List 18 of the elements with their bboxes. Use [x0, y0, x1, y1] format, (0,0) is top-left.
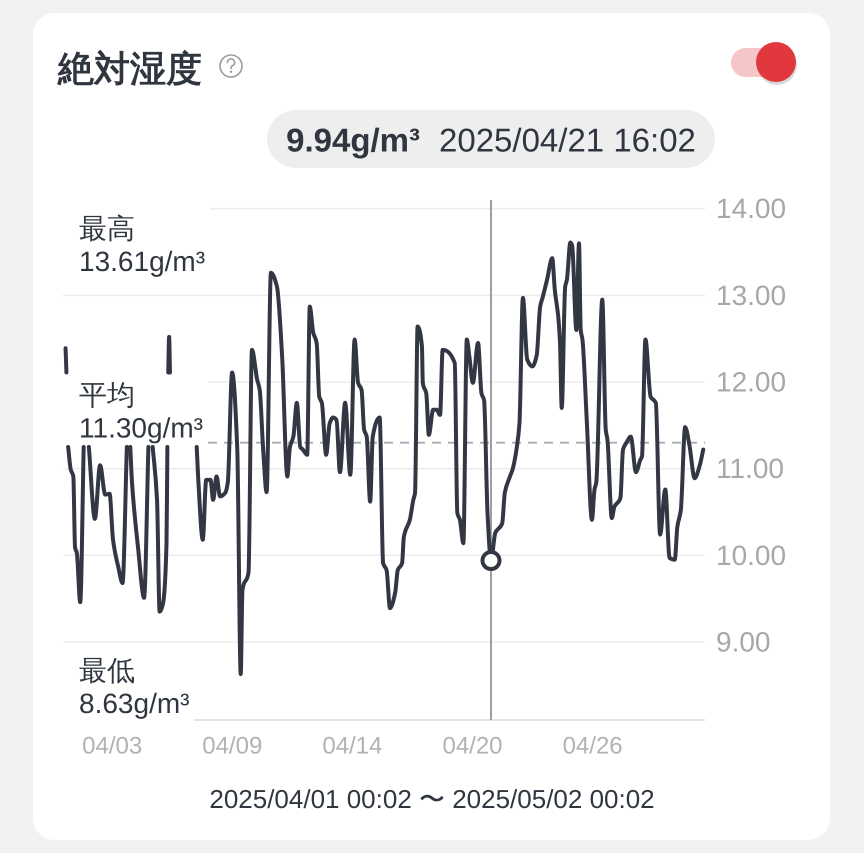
ref-line-label: 平均 11.30g/m³: [79, 380, 203, 444]
x-axis-title: 2025/04/01 00:02 〜 2025/05/02 00:02: [209, 784, 655, 814]
annotation: 最高 13.61g/m³: [79, 213, 206, 277]
y-tick-label: 13.00: [716, 280, 786, 311]
y-tick-label: 9.00: [716, 626, 770, 658]
annotation: 最低 8.63g/m³: [79, 655, 190, 719]
ref-line-label: 2025/04/21 16:02: [438, 122, 696, 158]
y-tick-label: 12.00: [716, 366, 786, 398]
x-tick-label: 04/14: [322, 732, 382, 760]
y-tick-label: 10.00: [716, 540, 786, 571]
chart-title: 絶対湿度: [57, 48, 202, 89]
x-tick-label: 04/20: [442, 732, 503, 760]
y-tick-label: 14.00: [716, 193, 786, 224]
y-tick-label: 11.00: [716, 453, 784, 484]
x-tick-label: 04/03: [82, 732, 142, 760]
x-tick-label: 04/09: [202, 732, 262, 760]
text: 9.94g/m³: [286, 122, 420, 158]
x-tick-label: 04/26: [562, 732, 623, 760]
